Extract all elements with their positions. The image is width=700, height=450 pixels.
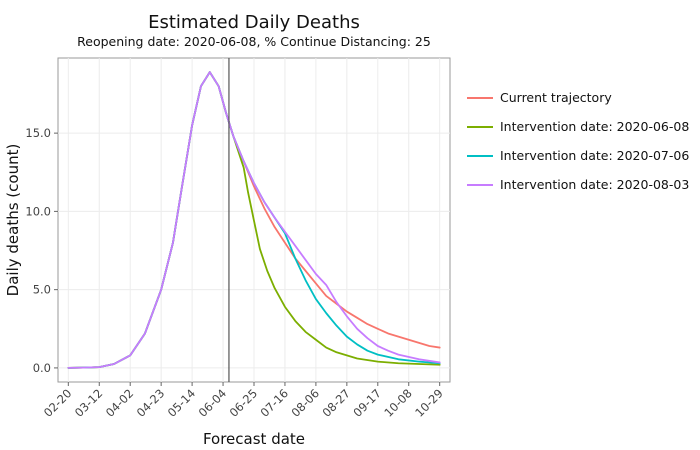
x-tick-label: 04-23	[134, 386, 168, 420]
legend-label-1: Current trajectory	[500, 90, 612, 105]
x-tick-label: 05-14	[165, 386, 199, 420]
x-tick-label: 07-16	[258, 386, 292, 420]
y-tick-label: 0.0	[33, 361, 51, 375]
y-axis-title: Daily deaths (count)	[4, 144, 22, 297]
y-tick-label: 5.0	[33, 283, 51, 297]
x-tick-label: 10-08	[381, 386, 415, 420]
y-tick-label: 10.0	[25, 204, 51, 218]
legend-label-4: Intervention date: 2020-08-03	[500, 177, 689, 192]
legend: Current trajectory Intervention date: 202…	[467, 90, 689, 192]
x-tick-label: 09-17	[350, 386, 384, 420]
y-axis-ticks: 0.0 5.0 10.0 15.0	[25, 126, 58, 375]
x-tick-label: 04-02	[103, 386, 137, 420]
legend-label-3: Intervention date: 2020-07-06	[500, 148, 689, 163]
series-layer	[67, 71, 441, 369]
grid-lines	[58, 58, 450, 382]
x-tick-label: 10-29	[412, 386, 446, 420]
x-axis-title: Forecast date	[203, 430, 305, 448]
x-tick-label: 08-27	[319, 386, 353, 420]
chart-title: Estimated Daily Deaths	[148, 12, 360, 33]
x-tick-label: 03-12	[72, 386, 106, 420]
y-tick-label: 15.0	[25, 126, 51, 140]
legend-label-2: Intervention date: 2020-06-08	[500, 119, 689, 134]
chart-subtitle: Reopening date: 2020-06-08, % Continue D…	[77, 34, 431, 49]
x-tick-label: 06-25	[227, 386, 261, 420]
x-tick-label: 08-06	[288, 386, 322, 420]
series-line-4	[67, 71, 441, 369]
x-tick-label: 02-20	[41, 386, 75, 420]
x-axis-ticks: 02-2003-1204-0204-2305-1406-0406-2507-16…	[41, 382, 446, 420]
x-tick-label: 06-04	[196, 386, 230, 420]
